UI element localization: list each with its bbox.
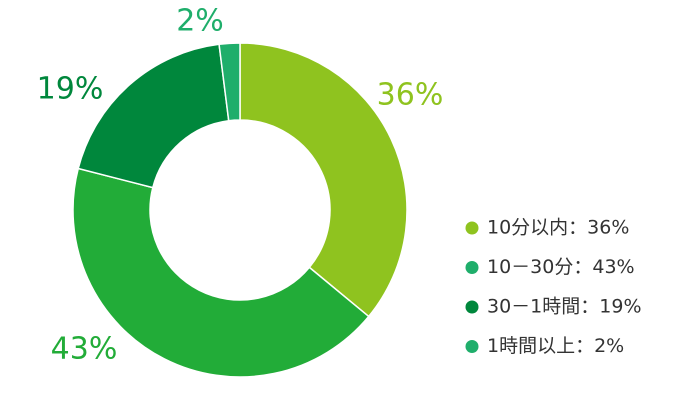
value-label: 2% — [176, 4, 224, 39]
donut-segment — [218, 42, 241, 122]
value-label: 43% — [51, 332, 118, 367]
donut-segment — [239, 42, 408, 318]
legend-marker — [465, 340, 479, 353]
legend-marker — [465, 221, 479, 235]
legend-marker — [465, 300, 479, 314]
value-label: 36% — [377, 78, 444, 113]
legend-label: 1時間以上：2% — [487, 335, 624, 357]
legend-label: 10－30分：43% — [487, 256, 635, 278]
donut-segment — [77, 43, 230, 189]
value-label: 19% — [37, 72, 104, 107]
legend-label: 30－1時間：19% — [487, 296, 642, 318]
legend-label: 10分以内：36% — [487, 217, 629, 239]
donut-segment — [72, 167, 370, 378]
legend-marker — [465, 261, 479, 274]
